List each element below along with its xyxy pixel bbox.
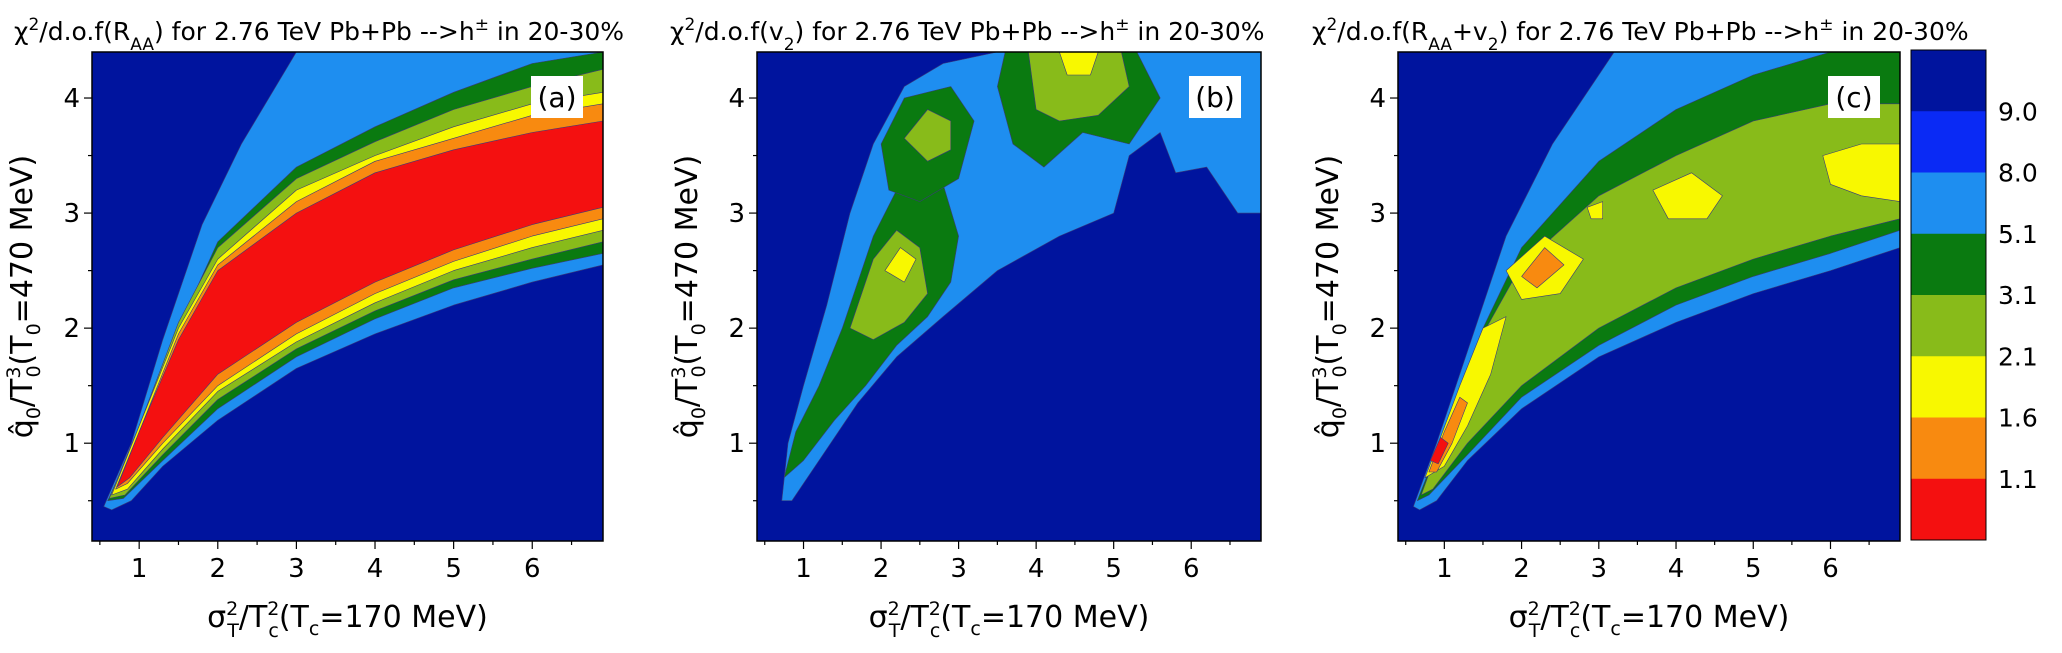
colorbar-band-orange bbox=[1911, 417, 1986, 480]
panel-label-box bbox=[531, 76, 583, 118]
panel-label: (b) bbox=[1195, 81, 1235, 114]
colorbar-band-blue bbox=[1911, 111, 1986, 173]
y-tick-label: 4 bbox=[63, 84, 80, 114]
plot-frame bbox=[756, 51, 1262, 542]
colorbar: 9.0 8.0 5.1 3.1 2.1 1.6 1.1 bbox=[1910, 49, 2038, 541]
colorbar-band-navy bbox=[1911, 50, 1986, 112]
x-tick-label: 4 bbox=[367, 554, 384, 584]
contour-yellow-8 bbox=[1059, 52, 1099, 76]
colorbar-band-green bbox=[1911, 295, 1986, 357]
x-axis-label: σ2 T/T2 c(Tc=170 MeV) bbox=[207, 598, 488, 642]
colorbar-level-label: 1.1 bbox=[1998, 465, 2038, 494]
panel-c: 1 2 3 4 5 6 1 2 3 4 (c) χ2/d.o.f(RAA+v2) for 2.76 T… bbox=[1309, 15, 1969, 642]
colorbar-level-label: 9.0 bbox=[1998, 97, 2038, 126]
y-tick-label: 4 bbox=[1369, 84, 1386, 114]
x-tick-label: 1 bbox=[1436, 554, 1453, 584]
y-tick-label: 1 bbox=[63, 429, 80, 459]
panel-a: 1 2 3 4 5 6 1 2 3 4 (a) χ2/d.o.f(RAA) for 2.76 TeV … bbox=[3, 15, 624, 642]
x-tick-label: 3 bbox=[1591, 554, 1608, 584]
x-axis-label: σ2 T/T2 c(Tc=170 MeV) bbox=[1509, 598, 1790, 642]
contour-red-10 bbox=[1430, 437, 1449, 465]
x-tick-label: 5 bbox=[1745, 554, 1762, 584]
y-tick-label: 2 bbox=[1369, 314, 1386, 344]
y-tick-label: 3 bbox=[728, 199, 745, 229]
y-axis-label: q̂0/T30(T0=470 MeV) bbox=[1309, 155, 1351, 438]
x-tick-label: 6 bbox=[1183, 554, 1200, 584]
panel-title: χ2/d.o.f(RAA+v2) for 2.76 TeV Pb+Pb -->h… bbox=[1312, 15, 1969, 55]
y-tick-label: 3 bbox=[63, 199, 80, 229]
plot-frame bbox=[91, 51, 604, 542]
plot-frame bbox=[1397, 51, 1901, 542]
y-tick-label: 3 bbox=[1369, 199, 1386, 229]
y-axis-label: q̂0/T30(T0=470 MeV) bbox=[668, 155, 710, 438]
panel-title: χ2/d.o.f(v2) for 2.76 TeV Pb+Pb -->h± in… bbox=[670, 15, 1265, 55]
x-axis-label: σ2 T/T2 c(Tc=170 MeV) bbox=[869, 598, 1150, 642]
x-tick-label: 2 bbox=[210, 554, 227, 584]
panel-label-box bbox=[1189, 76, 1241, 118]
panel-label: (c) bbox=[1835, 81, 1872, 114]
panel-label: (a) bbox=[537, 81, 576, 114]
colorbar-band-darkgreen bbox=[1911, 233, 1986, 296]
colorbar-level-label: 5.1 bbox=[1998, 220, 2038, 249]
panel-b: 1 2 3 4 5 6 1 2 3 4 (b) χ2/d.o.f(v2) for 2.76 TeV P… bbox=[668, 15, 1265, 642]
contour-yellow-7 bbox=[1586, 201, 1603, 220]
x-tick-label: 1 bbox=[795, 554, 812, 584]
y-tick-label: 2 bbox=[728, 314, 745, 344]
colorbar-level-label: 8.0 bbox=[1998, 159, 2038, 188]
y-tick-label: 4 bbox=[728, 84, 745, 114]
contour-green-6 bbox=[1028, 52, 1130, 122]
y-tick-label: 2 bbox=[63, 314, 80, 344]
x-tick-label: 3 bbox=[288, 554, 305, 584]
x-tick-label: 4 bbox=[1668, 554, 1685, 584]
contour-green-5 bbox=[904, 109, 952, 162]
colorbar-band-yellow bbox=[1911, 356, 1986, 418]
x-tick-label: 5 bbox=[1105, 554, 1122, 584]
contour-orange-9 bbox=[1521, 247, 1565, 289]
panel-title: χ2/d.o.f(RAA) for 2.76 TeV Pb+Pb -->h± i… bbox=[14, 15, 624, 55]
colorbar-level-label: 3.1 bbox=[1998, 281, 2038, 310]
x-tick-label: 1 bbox=[131, 554, 148, 584]
panel-label-box bbox=[1828, 76, 1880, 118]
y-tick-label: 1 bbox=[1369, 429, 1386, 459]
x-tick-label: 6 bbox=[1822, 554, 1839, 584]
contour-red-5 bbox=[116, 120, 603, 488]
x-tick-label: 5 bbox=[445, 554, 462, 584]
y-tick-label: 1 bbox=[728, 429, 745, 459]
colorbar-frame bbox=[1910, 49, 1987, 541]
contour-yellow-7 bbox=[884, 247, 917, 283]
colorbar-level-label: 2.1 bbox=[1998, 342, 2038, 371]
contour-yellow-6 bbox=[1822, 143, 1900, 202]
x-tick-label: 6 bbox=[524, 554, 541, 584]
contour-yellow-5 bbox=[1652, 172, 1723, 220]
colorbar-band-lightblue bbox=[1911, 172, 1986, 235]
x-tick-label: 3 bbox=[950, 554, 967, 584]
colorbar-band-red bbox=[1911, 478, 1986, 541]
y-axis-label: q̂0/T30(T0=470 MeV) bbox=[3, 155, 45, 438]
x-tick-label: 2 bbox=[873, 554, 890, 584]
colorbar-level-label: 1.6 bbox=[1998, 404, 2038, 433]
x-tick-label: 4 bbox=[1028, 554, 1045, 584]
x-tick-label: 2 bbox=[1513, 554, 1530, 584]
